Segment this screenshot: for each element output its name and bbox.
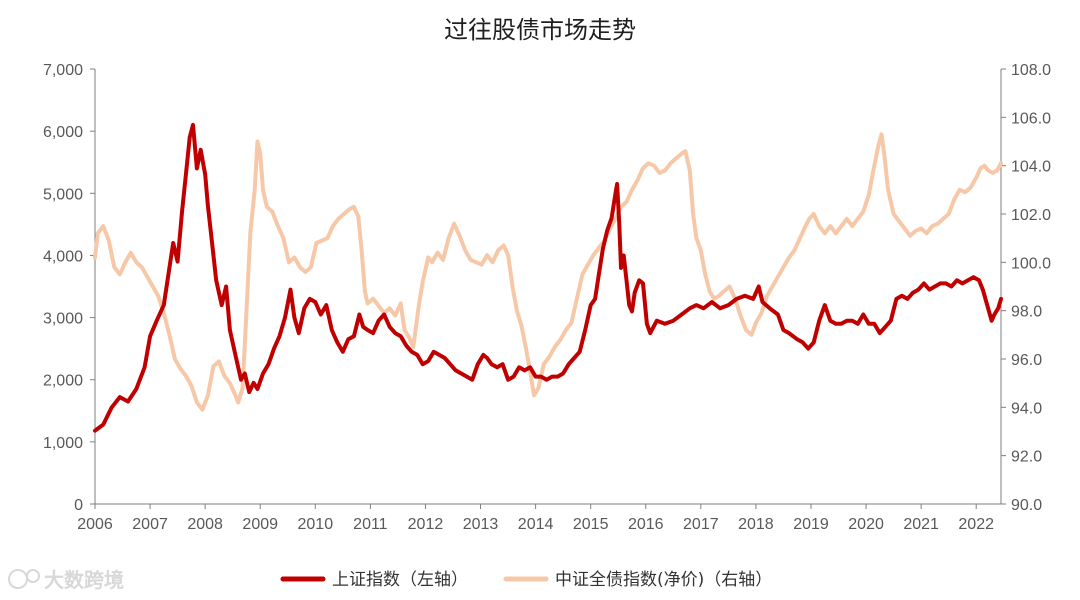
right-tick-label: 98.0 xyxy=(1011,304,1042,321)
x-tick-label: 2022 xyxy=(958,516,994,533)
x-tick-label: 2008 xyxy=(187,516,223,533)
x-tick-label: 2015 xyxy=(573,516,609,533)
watermark: 大数跨境 xyxy=(8,568,124,592)
left-tick-label: 5,000 xyxy=(43,186,83,203)
right-tick-label: 96.0 xyxy=(1011,352,1042,369)
watermark-logo-icon xyxy=(8,569,28,589)
left-tick-label: 2,000 xyxy=(43,373,83,390)
right-tick-label: 106.0 xyxy=(1011,110,1051,127)
x-tick-label: 2020 xyxy=(848,516,884,533)
right-tick-label: 94.0 xyxy=(1011,400,1042,417)
tick-layer: 0 1,000 2,000 3,000 4,000 5,000 6,000 7,000 90.0… xyxy=(43,62,1051,533)
legend-label-sse: 上证指数（左轴） xyxy=(332,570,468,590)
right-tick-label: 108.0 xyxy=(1011,62,1051,79)
legend: 上证指数（左轴） 中证全债指数(净价)（右轴） xyxy=(280,570,772,590)
x-tick-label: 2018 xyxy=(738,516,774,533)
x-tick-label: 2006 xyxy=(77,516,113,533)
right-tick-label: 102.0 xyxy=(1011,207,1051,224)
left-tick-label: 7,000 xyxy=(43,62,83,79)
x-tick-label: 2010 xyxy=(298,516,334,533)
legend-label-bond: 中证全债指数(净价)（右轴） xyxy=(555,570,772,590)
left-tick-label: 0 xyxy=(74,497,83,514)
left-tick-label: 4,000 xyxy=(43,248,83,265)
series-line-bond xyxy=(93,132,1003,412)
right-tick-label: 92.0 xyxy=(1011,449,1042,466)
series-layer xyxy=(93,122,1003,433)
watermark-logo-dot-icon xyxy=(26,569,40,583)
x-tick-label: 2021 xyxy=(903,516,939,533)
chart-title: 过往股债市场走势 xyxy=(444,16,636,44)
x-tick-label: 2019 xyxy=(793,516,829,533)
x-tick-label: 2013 xyxy=(463,516,499,533)
x-tick-label: 2009 xyxy=(242,516,278,533)
left-tick-label: 6,000 xyxy=(43,124,83,141)
x-tick-label: 2017 xyxy=(683,516,719,533)
x-tick-label: 2014 xyxy=(518,516,554,533)
right-tick-label: 90.0 xyxy=(1011,497,1042,514)
x-tick-label: 2011 xyxy=(353,516,388,533)
series-line-sse xyxy=(93,122,1003,433)
x-tick-label: 2012 xyxy=(408,516,444,533)
x-tick-label: 2016 xyxy=(628,516,664,533)
x-tick-label: 2007 xyxy=(132,516,168,533)
right-tick-label: 104.0 xyxy=(1011,159,1051,176)
watermark-text: 大数跨境 xyxy=(44,568,124,592)
left-tick-label: 1,000 xyxy=(43,435,83,452)
right-tick-label: 100.0 xyxy=(1011,255,1051,272)
left-tick-label: 3,000 xyxy=(43,311,83,328)
